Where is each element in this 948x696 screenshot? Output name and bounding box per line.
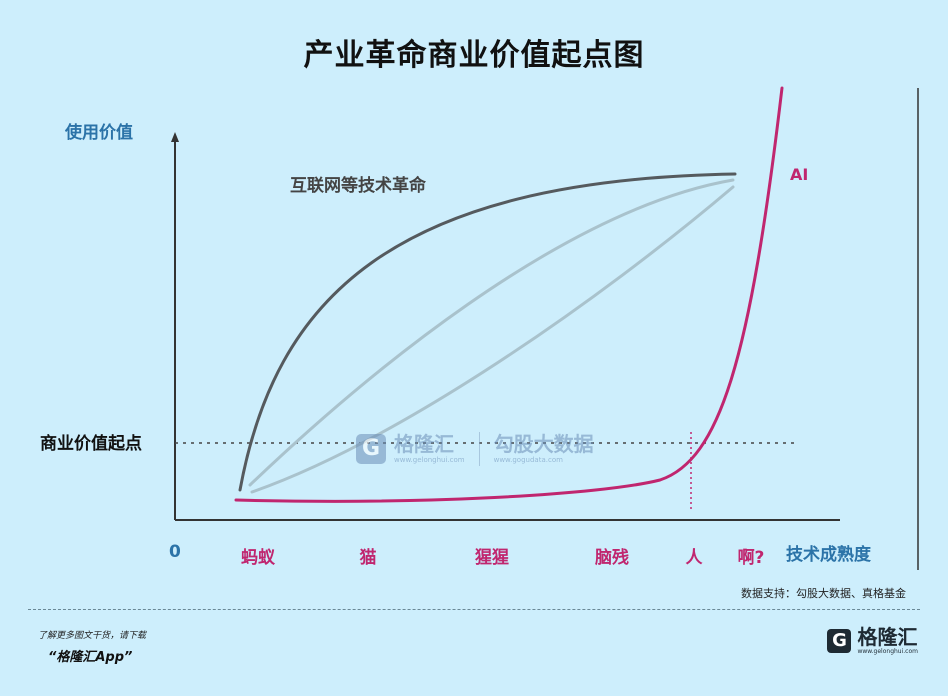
x-category-labels: 蚂蚁 猫 猩猩 脑残 人 啊? (241, 547, 764, 568)
x-category-label: 啊? (738, 548, 765, 568)
series-label-ai: AI (790, 165, 808, 184)
brand-logo-icon: G (827, 629, 852, 653)
y-axis-arrow (171, 132, 179, 142)
chart-canvas: 使用价值 技术成熟度 0 商业价值起点 互联网等技术革命 AI 蚂蚁 猫 猩猩 脑残 人… (40, 86, 919, 570)
watermark-right-url: www.gogudata.com (493, 456, 563, 464)
series-line-internet-revolution (238, 172, 737, 492)
chart-title: 产业革命商业价值起点图 (303, 38, 645, 73)
x-category-label: 蚂蚁 (241, 547, 276, 568)
series-line-ai (234, 86, 784, 503)
y-axis-label: 使用价值 (64, 122, 133, 143)
x-category-label: 脑残 (595, 547, 629, 568)
gelonghui-logo-icon: G (356, 434, 386, 464)
x-category-label: 人 (686, 548, 704, 568)
data-source: 数据支持：勾股大数据、真格基金 (741, 587, 906, 600)
brand-name: 格隆汇 (857, 625, 918, 649)
footer-note: 了解更多图文干货，请下载 (38, 631, 147, 641)
footer-brand: G 格隆汇 www.gelonghui.com (827, 627, 918, 655)
footer-divider (28, 609, 920, 610)
watermark: G 格隆汇 www.gelonghui.com 勾股大数据 www.goguda… (356, 432, 594, 466)
threshold-label: 商业价值起点 (40, 433, 142, 454)
watermark-left-name: 格隆汇 (394, 432, 454, 456)
series-label-internet-revolution: 互联网等技术革命 (290, 175, 427, 196)
x-category-label: 猫 (360, 547, 377, 568)
watermark-right-name: 勾股大数据 (493, 432, 594, 456)
footer-app-name: “格隆汇App” (48, 650, 133, 665)
x-category-label: 猩猩 (474, 547, 509, 568)
x-axis-label: 技术成熟度 (786, 544, 872, 565)
series-line-light-lower (250, 185, 735, 494)
series-line-light-upper (248, 178, 735, 487)
watermark-divider (478, 432, 480, 466)
brand-url: www.gelonghui.com (857, 648, 918, 655)
watermark-left-url: www.gelonghui.com (394, 456, 465, 464)
origin-label: 0 (169, 542, 181, 562)
